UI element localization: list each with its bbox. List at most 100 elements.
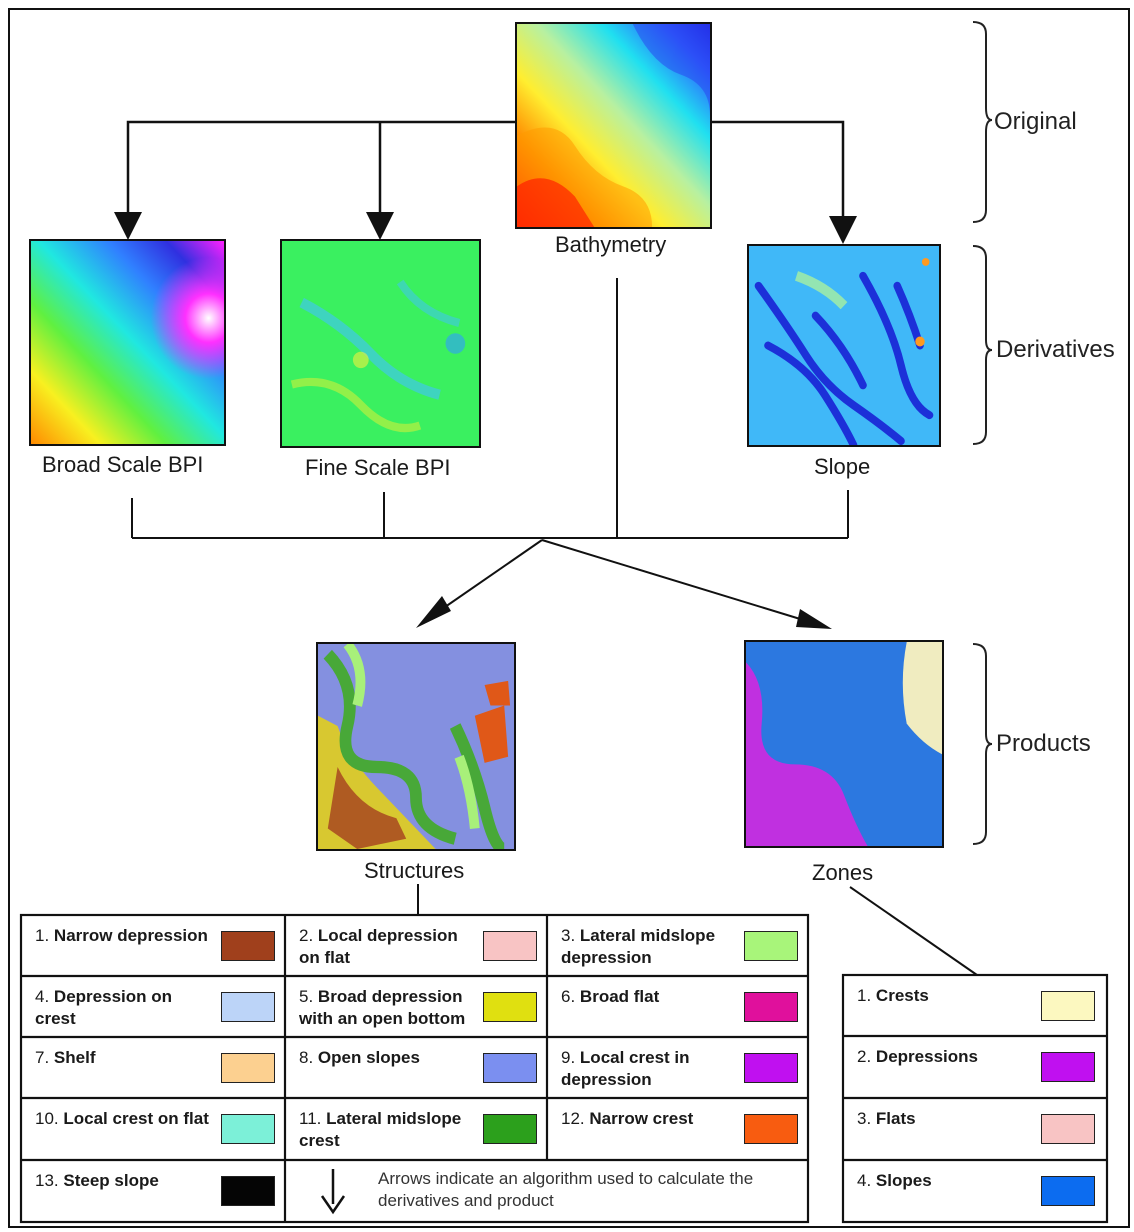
legend-swatch	[483, 1053, 537, 1083]
structures-legend-item: 9. Local crest in depression	[547, 1037, 808, 1098]
legend-swatch	[744, 1053, 798, 1083]
diagram-frame	[8, 8, 1130, 1228]
legend-number: 1.	[35, 926, 50, 945]
legend-text: Open slopes	[317, 1048, 420, 1067]
arrow-note: Arrows indicate an algorithm used to cal…	[378, 1169, 754, 1210]
legend-label: 4. Depression on crest	[35, 986, 209, 1030]
legend-text: Lateral midslope crest	[299, 1109, 462, 1150]
bracket-derivatives	[972, 245, 993, 445]
legend-text: Lateral midslope depression	[561, 926, 716, 967]
structures-map	[316, 642, 516, 851]
legend-number: 3.	[857, 1109, 872, 1128]
legend-number: 4.	[35, 987, 50, 1006]
arrow-to-slope	[712, 120, 845, 230]
legend-number: 4.	[857, 1171, 872, 1190]
legend-number: 1.	[857, 986, 872, 1005]
legend-label: 1. Narrow depression	[35, 925, 209, 947]
arrow-to-broad-bpi	[123, 120, 516, 227]
legend-text: Narrow depression	[53, 926, 208, 945]
legend-text: Local depression on flat	[299, 926, 458, 967]
legend-number: 3.	[561, 926, 576, 945]
legend-swatch	[1041, 1176, 1095, 1206]
legend-swatch	[744, 1114, 798, 1144]
legend-number: 5.	[299, 987, 314, 1006]
products-label: Products	[996, 730, 1091, 757]
zones-legend-item: 1. Crests	[843, 975, 1107, 1036]
zones-legend-item: 3. Flats	[843, 1098, 1107, 1159]
legend-label: 10. Local crest on flat	[35, 1108, 209, 1130]
legend-swatch	[221, 931, 275, 961]
bracket-original	[972, 21, 993, 223]
legend-label: 2. Local depression on flat	[299, 925, 471, 969]
legend-text: Crests	[875, 986, 929, 1005]
legend-number: 13.	[35, 1171, 59, 1190]
legend-swatch	[483, 931, 537, 961]
legend-label: 1. Crests	[857, 985, 929, 1007]
bathymetry-label: Bathymetry	[555, 232, 667, 257]
fine-scale-bpi-map	[280, 239, 481, 448]
legend-number: 11.	[299, 1109, 322, 1128]
legend-swatch	[221, 1114, 275, 1144]
legend-text: Narrow crest	[589, 1109, 694, 1128]
arrow-to-zones	[541, 539, 811, 623]
legend-number: 7.	[35, 1048, 50, 1067]
structures-legend-item: 11. Lateral midslope crest	[285, 1098, 547, 1159]
structures-legend-item: 13. Steep slope	[21, 1160, 285, 1221]
structures-legend-item: 4. Depression on crest	[21, 976, 285, 1037]
legend-text: Broad depression with an open bottom	[299, 987, 466, 1028]
structures-legend-item: 7. Shelf	[21, 1037, 285, 1098]
legend-label: 3. Flats	[857, 1108, 916, 1130]
legend-label: 9. Local crest in depression	[561, 1047, 732, 1091]
legend-swatch	[483, 1114, 537, 1144]
legend-label: 2. Depressions	[857, 1046, 978, 1068]
legend-swatch	[483, 992, 537, 1022]
legend-number: 12.	[561, 1109, 585, 1128]
legend-swatch	[744, 992, 798, 1022]
legend-number: 10.	[35, 1109, 59, 1128]
derivatives-label: Derivatives	[996, 336, 1115, 363]
legend-text: Shelf	[53, 1048, 96, 1067]
structures-legend-item: 10. Local crest on flat	[21, 1098, 285, 1159]
structures-legend-item: 6. Broad flat	[547, 976, 808, 1037]
legend-label: 11. Lateral midslope crest	[299, 1108, 471, 1152]
zones-label: Zones	[812, 860, 874, 885]
legend-swatch	[1041, 1052, 1095, 1082]
structures-legend-item: 3. Lateral midslope depression	[547, 915, 808, 976]
legend-label: 12. Narrow crest	[561, 1108, 732, 1130]
legend-text: Local crest in depression	[561, 1048, 690, 1089]
legend-text: Steep slope	[63, 1171, 159, 1190]
legend-swatch	[1041, 1114, 1095, 1144]
legend-swatch	[221, 1053, 275, 1083]
broad-scale-bpi-map	[29, 239, 226, 446]
original-label: Original	[994, 108, 1077, 135]
legend-label: 8. Open slopes	[299, 1047, 471, 1069]
structures-legend-item: 8. Open slopes	[285, 1037, 547, 1098]
legend-label: 7. Shelf	[35, 1047, 209, 1069]
legend-swatch	[221, 992, 275, 1022]
zones-to-legend	[849, 886, 978, 976]
fine-scale-bpi-label: Fine Scale BPI	[305, 455, 451, 480]
legend-number: 2.	[299, 926, 314, 945]
legend-swatch	[1041, 991, 1095, 1021]
legend-label: 4. Slopes	[857, 1170, 932, 1192]
structures-legend-item: 5. Broad depression with an open bottom	[285, 976, 547, 1037]
structures-legend-item: 2. Local depression on flat	[285, 915, 547, 976]
structures-legend-item: 12. Narrow crest	[547, 1098, 808, 1159]
slope-map	[747, 244, 941, 447]
legend-number: 6.	[561, 987, 576, 1006]
bathymetry-map	[515, 22, 712, 229]
legend-text: Depressions	[875, 1047, 978, 1066]
legend-text: Flats	[875, 1109, 916, 1128]
legend-number: 8.	[299, 1048, 314, 1067]
zones-map	[744, 640, 944, 848]
legend-text: Local crest on flat	[63, 1109, 209, 1128]
legend-text: Broad flat	[579, 987, 660, 1006]
structures-label: Structures	[364, 858, 465, 883]
legend-text: Depression on crest	[35, 987, 173, 1028]
legend-label: 3. Lateral midslope depression	[561, 925, 732, 969]
legend-label: 13. Steep slope	[35, 1170, 209, 1192]
structures-legend-item: 1. Narrow depression	[21, 915, 285, 976]
legend-swatch	[744, 931, 798, 961]
bracket-products	[972, 643, 993, 845]
